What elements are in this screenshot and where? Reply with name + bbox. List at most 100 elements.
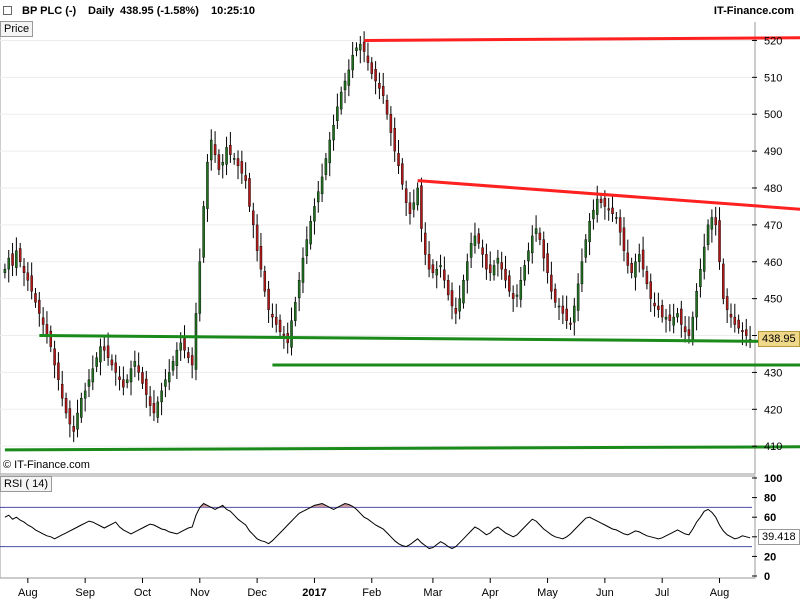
rsi-y-tick-label: 100 <box>764 473 782 485</box>
candle-body <box>404 188 408 203</box>
time-label: 10:25:10 <box>211 5 256 17</box>
candle-body <box>336 106 339 122</box>
price-panel-frame <box>0 19 756 475</box>
candle-body <box>30 275 33 292</box>
candle-body <box>301 257 305 283</box>
candle-body <box>278 319 282 333</box>
candle-body <box>324 158 328 175</box>
candle-body <box>271 313 274 318</box>
candle-body <box>110 359 114 366</box>
candle-body <box>194 313 198 370</box>
candle-body <box>416 187 419 206</box>
candle-body <box>339 91 343 110</box>
rsi-y-tick-label: 0 <box>764 571 770 583</box>
candle-body <box>125 379 129 383</box>
candle-body <box>294 302 297 321</box>
x-axis: Aug Sep Oct Nov Dec 2017 Feb Mar Apr May Jun Jul Aug <box>18 578 729 599</box>
candle-body <box>439 265 442 268</box>
candle-body <box>309 220 312 245</box>
candle-body <box>118 376 121 380</box>
candle-body <box>745 329 748 336</box>
candle-body <box>550 274 553 292</box>
candle-body <box>133 361 137 367</box>
trendline-resistance-short <box>417 179 800 211</box>
candle-body <box>431 264 435 274</box>
price-y-tick-label: 480 <box>764 183 782 195</box>
candle-body <box>366 55 370 63</box>
candle-body <box>259 246 263 270</box>
candle-body <box>91 368 95 383</box>
price-y-tick-label: 430 <box>764 367 782 379</box>
candle-body <box>351 54 354 71</box>
candle-body <box>244 175 247 181</box>
candle-body <box>206 161 209 209</box>
price-y-tick-label: 510 <box>764 72 782 84</box>
candle-body <box>141 372 144 384</box>
candle-body <box>401 163 404 185</box>
candle-body <box>519 279 523 300</box>
x-tick-label: May <box>537 587 558 599</box>
candle-body <box>718 220 721 262</box>
candle-body <box>225 147 228 165</box>
rsi-y-tick-label: 20 <box>764 551 776 563</box>
candle-body <box>274 316 278 325</box>
candle-body <box>240 161 244 174</box>
x-tick-label: Aug <box>18 587 38 599</box>
candle-body <box>53 348 56 366</box>
candle-body <box>546 253 549 274</box>
candle-body <box>72 426 75 432</box>
candle-body <box>41 317 45 325</box>
candle-body <box>213 144 217 155</box>
rsi-line <box>4 502 751 550</box>
candle-body <box>695 291 698 318</box>
candle-body <box>462 279 465 304</box>
candle-body <box>236 158 240 167</box>
candle-body <box>95 357 98 367</box>
trendline-support-upper <box>39 334 800 344</box>
candle-body <box>148 396 152 406</box>
candle-body <box>317 191 320 203</box>
candle-body <box>129 368 133 383</box>
candle-body <box>7 257 10 270</box>
candle-body <box>3 268 7 274</box>
candle-body <box>332 125 335 141</box>
candle-body <box>60 384 64 399</box>
candle-body <box>638 254 641 262</box>
rsi-y-tick-label: 80 <box>764 493 776 505</box>
window-menu-icon[interactable] <box>3 6 12 15</box>
candle-body <box>592 209 595 220</box>
candle-body <box>370 62 374 74</box>
candle-body <box>229 144 232 155</box>
candle-body <box>488 264 492 274</box>
candle-body <box>531 235 534 254</box>
candle-body <box>179 342 182 351</box>
candle-body <box>248 178 251 207</box>
candle-body <box>183 338 186 351</box>
candle-body <box>175 350 179 366</box>
interval-label: Daily <box>88 5 115 17</box>
candle-body <box>508 275 511 292</box>
price-panel-label: Price <box>0 21 34 37</box>
candle-body <box>569 322 572 325</box>
candle-body <box>630 263 633 274</box>
last-price-tag: 438.95 <box>758 331 800 348</box>
candle-body <box>57 362 60 380</box>
candle-body <box>492 265 496 276</box>
candle-body <box>626 252 630 266</box>
candle-body <box>11 253 14 266</box>
candle-body <box>427 254 431 270</box>
candle-body <box>485 254 488 270</box>
candle-body <box>156 401 160 418</box>
rsi-panel-frame <box>0 475 756 579</box>
rsi-layer <box>4 502 751 550</box>
candle-body <box>561 305 565 314</box>
candle-body <box>137 365 140 373</box>
candle-body <box>385 99 389 115</box>
candle-body <box>538 232 542 240</box>
candle-body <box>527 250 530 262</box>
candle-body <box>171 361 175 371</box>
candle-body <box>424 232 427 255</box>
candle-body <box>599 198 603 203</box>
